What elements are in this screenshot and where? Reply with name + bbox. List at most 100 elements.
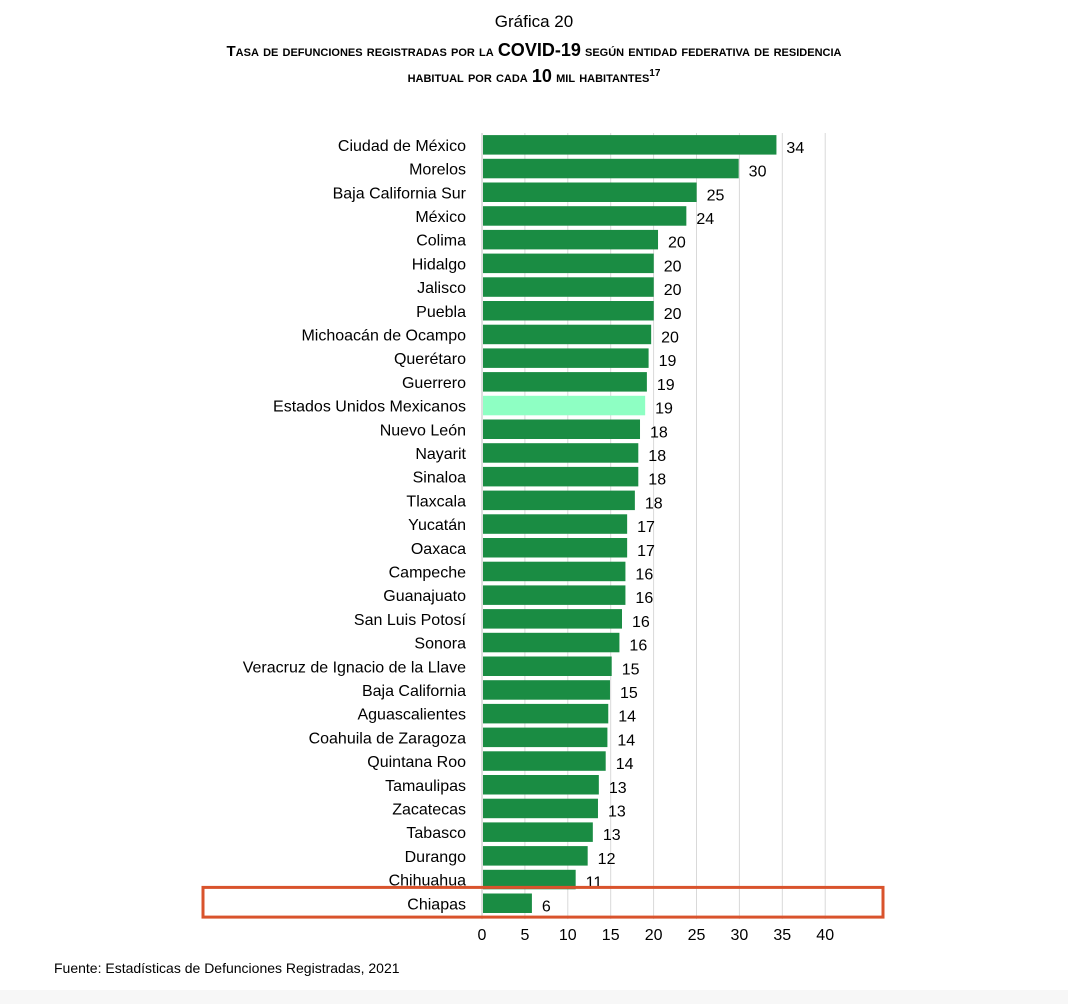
bar [483,656,612,676]
data-label: 15 [620,685,638,702]
data-label: 20 [664,306,682,323]
data-label: 16 [629,638,647,655]
bar [483,372,647,392]
data-label: 20 [664,282,682,299]
category-label: Baja California [362,683,466,700]
category-label: Hidalgo [412,256,466,273]
data-label: 12 [598,851,616,868]
category-label: Durango [405,849,466,866]
x-tick-label: 20 [645,927,663,944]
data-label: 30 [749,164,767,181]
x-tick-label: 15 [602,927,620,944]
data-label: 6 [542,898,551,915]
data-label: 34 [786,140,804,157]
data-label: 25 [707,187,725,204]
title-footnote: 17 [649,68,661,79]
data-label: 18 [645,495,663,512]
data-label: 16 [635,590,653,607]
title-line-2: habitual por cada 10 mil habitantes17 [407,66,661,86]
bottom-shade [0,990,1068,1004]
bar [483,585,626,605]
bar [483,206,687,226]
bar [483,632,620,653]
source-note: Fuente: Estadísticas de Defunciones Regi… [54,960,400,976]
category-label: Veracruz de Ignacio de la Llave [243,659,466,676]
category-label: Oaxaca [411,541,466,558]
bar [483,135,777,155]
bar [483,253,654,274]
category-label: Sonora [414,636,466,653]
category-label: Puebla [416,304,466,321]
bar [483,324,652,345]
bar [483,751,606,771]
data-label: 18 [648,472,666,489]
category-label: Quintana Roo [367,754,466,771]
data-label: 20 [664,258,682,275]
category-label: Campeche [389,564,466,581]
x-tick-label: 25 [688,927,706,944]
category-label: Tabasco [406,825,466,842]
bar [483,443,639,463]
category-label: Guanajuato [383,588,466,605]
x-tick-label: 40 [816,927,834,944]
data-label: 13 [603,827,621,844]
x-tick-label: 5 [520,927,529,944]
data-label: 16 [635,566,653,583]
category-label: Chiapas [407,896,466,913]
x-tick-label: 35 [773,927,791,944]
bar [483,419,641,439]
chart-number: Gráfica 20 [494,12,574,31]
bar [483,277,654,297]
highlight-box [201,885,885,919]
category-label: Colima [416,233,466,250]
category-label: Jalisco [417,280,466,297]
data-label: 13 [608,803,626,820]
x-tick-label: 0 [478,927,487,944]
bar [483,182,697,202]
title-line-1: Tasa de defunciones registradas por la C… [226,40,842,60]
bar [483,680,610,700]
bar [483,229,659,250]
data-label: 14 [618,709,636,726]
data-label: 20 [668,235,686,252]
data-label: 19 [655,401,673,418]
data-label: 20 [661,329,679,346]
category-label: Morelos [409,162,466,179]
category-label: Nayarit [415,446,466,463]
bar [483,158,739,179]
data-label: 11 [586,875,603,892]
data-label: 13 [609,780,627,797]
data-label: 14 [617,732,635,749]
x-tick-label: 30 [731,927,749,944]
category-label: San Luis Potosí [354,612,467,629]
bar [483,869,576,890]
data-label: 24 [696,211,714,228]
data-label: 15 [622,661,640,678]
data-label: 19 [659,353,677,370]
category-label: Tlaxcala [406,493,466,510]
data-label: 14 [616,756,634,773]
bar [483,893,532,913]
bar [483,395,646,416]
bar [483,348,649,368]
bar [483,846,588,866]
bar [483,514,628,534]
category-label: Zacatecas [392,801,466,818]
bar [483,538,628,558]
data-label: 18 [648,448,666,465]
category-label: Querétaro [394,351,466,368]
category-label: Aguascalientes [357,707,466,724]
bar [483,466,639,487]
category-label: Ciudad de México [338,138,466,155]
data-label: 17 [637,543,655,560]
category-label: Yucatán [408,517,466,534]
category-label: Coahuila de Zaragoza [309,730,467,747]
data-label: 19 [657,377,675,394]
bar [483,775,599,795]
category-label: Nuevo León [380,422,466,439]
bar [483,727,608,748]
data-label: 16 [632,614,650,631]
category-label: Guerrero [402,375,466,392]
category-label: Estados Unidos Mexicanos [273,399,466,416]
